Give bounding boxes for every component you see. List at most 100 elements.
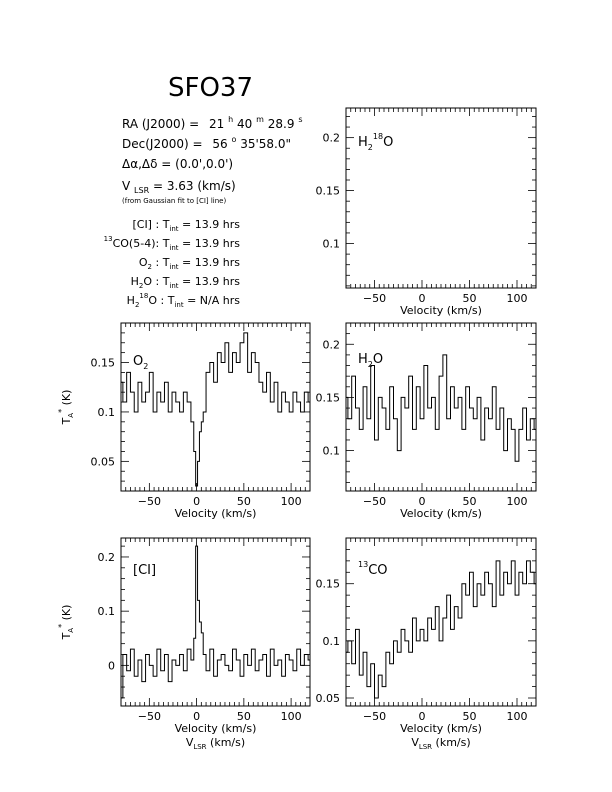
tint-row: [CI] : Tint = 13.9 hrs xyxy=(132,218,240,233)
tint-separator: : xyxy=(155,237,162,250)
ra-minutes-unit: m xyxy=(256,115,264,124)
tint-species-sub: 2 xyxy=(148,263,152,271)
panel-h2-18o: −50 0 50 100 0.1 0.15 0.2 Velocity (km/s) H218O xyxy=(316,107,537,317)
tint-row: O2 : Tint = 13.9 hrs xyxy=(139,256,240,271)
y-tick-label: 0.1 xyxy=(323,445,341,458)
tint-species-sub: 2 xyxy=(135,301,139,309)
tint-t: T xyxy=(162,218,170,231)
tint-t-sub: int xyxy=(169,225,178,233)
panel-ci: −50 0 50 100 0 0.1 0.2 Velocity (km/s)VLSR (km/… xyxy=(57,537,311,751)
dec-rest: 35'58.0" xyxy=(240,137,291,151)
x-tick-label: −50 xyxy=(363,292,386,305)
y-tick-label: 0.15 xyxy=(316,578,341,591)
tint-species-name: H xyxy=(131,275,139,288)
spectrum-line-ci xyxy=(121,545,310,699)
species-label-sup: 18 xyxy=(373,132,383,141)
spectrum-line-13co xyxy=(346,560,536,699)
species-label: [CI] xyxy=(133,563,156,578)
tint-value: = 13.9 hrs xyxy=(179,275,241,288)
tint-species-prefix: H xyxy=(127,294,135,307)
x-tick-label: 50 xyxy=(463,495,477,508)
dec-label: Dec(J2000) = xyxy=(122,137,203,151)
species-label-main: O xyxy=(133,354,143,369)
ra-seconds: 28.9 xyxy=(268,117,295,131)
tint-value: = N/A hrs xyxy=(184,294,241,307)
vlsr-axis-unit: (km/s) xyxy=(207,736,246,749)
ra-label: RA (J2000) = xyxy=(122,117,199,131)
vlsr-axis-v: V xyxy=(411,736,419,749)
x-tick-label: 0 xyxy=(193,710,200,723)
vlsr-axis-label: VLSR (km/s) xyxy=(411,736,470,751)
x-tick-label: 0 xyxy=(193,495,200,508)
tint-t-sub: int xyxy=(169,263,178,271)
vlsr-line: V LSR = 3.63 (km/s) xyxy=(122,179,236,196)
x-axis-label: Velocity (km/s) xyxy=(400,304,482,317)
tint-separator: : xyxy=(152,218,163,231)
x-axis-label: Velocity (km/s) xyxy=(400,722,482,735)
y-tick-label: 0.1 xyxy=(98,406,116,419)
x-axis-label: Velocity (km/s) xyxy=(400,507,482,520)
vlsr-note: (from Gaussian fit to [CI] line) xyxy=(122,197,226,205)
tint-row: H2O : Tint = 13.9 hrs xyxy=(131,275,241,290)
x-axis-label: Velocity (km/s) xyxy=(175,507,257,520)
ra-seconds-unit: s xyxy=(298,115,302,124)
species-label-tail: O xyxy=(373,352,383,367)
vlsr-sub: LSR xyxy=(134,186,150,195)
tint-value: = 13.9 hrs xyxy=(179,256,241,269)
y-tick-label: 0.15 xyxy=(91,357,116,370)
tint-t: T xyxy=(162,256,170,269)
vlsr-axis-sub: LSR xyxy=(419,743,432,751)
tint-species-name: O xyxy=(148,294,157,307)
tint-value: = 13.9 hrs xyxy=(179,218,241,231)
x-tick-label: −50 xyxy=(138,710,161,723)
species-label-sub: 2 xyxy=(368,360,373,369)
x-tick-label: −50 xyxy=(138,495,161,508)
dec-degrees: 56 xyxy=(212,137,227,151)
species-label-tail: CO xyxy=(368,563,387,578)
tint-t-sub: int xyxy=(169,244,178,252)
species-label-main: H xyxy=(358,135,368,150)
vlsr-axis-unit: (km/s) xyxy=(432,736,471,749)
x-tick-label: 100 xyxy=(281,710,302,723)
vlsr-v: V xyxy=(122,179,131,193)
tint-species-sup: 18 xyxy=(139,292,148,300)
tint-separator: : xyxy=(157,294,168,307)
y-axis-sup: * xyxy=(57,624,66,628)
ra-hours: 21 xyxy=(209,117,224,131)
x-tick-label: 50 xyxy=(463,292,477,305)
dec-line: Dec(J2000) = 56 o 35'58.0" xyxy=(122,131,291,151)
tint-t: T xyxy=(162,275,170,288)
x-tick-label: 0 xyxy=(419,495,426,508)
species-label-sub: 2 xyxy=(368,143,373,152)
vlsr-value: = 3.63 (km/s) xyxy=(153,179,236,193)
y-axis-label: TA* (K) xyxy=(57,605,75,641)
tint-species-name: [CI] xyxy=(132,218,152,231)
y-tick-label: 0.2 xyxy=(98,551,116,564)
y-axis-unit: (K) xyxy=(60,605,73,624)
species-label: H2O xyxy=(358,352,383,369)
y-tick-label: 0 xyxy=(108,659,115,672)
vlsr-axis-v: V xyxy=(186,736,194,749)
x-tick-label: −50 xyxy=(363,495,386,508)
ra-line: RA (J2000) = 21 h 40 m 28.9 s xyxy=(122,111,302,131)
y-axis-t: T xyxy=(60,632,73,640)
species-label: H218O xyxy=(358,132,393,152)
tint-t-sub: int xyxy=(169,282,178,290)
x-axis-label: Velocity (km/s) xyxy=(175,722,257,735)
spectrum-line-h2o xyxy=(346,354,536,462)
y-axis-unit: (K) xyxy=(60,390,73,409)
species-label: O2 xyxy=(133,354,148,371)
x-tick-label: 0 xyxy=(419,710,426,723)
tint-species-sup: 13 xyxy=(104,235,113,243)
species-label-main: H xyxy=(358,352,368,367)
spectrum-line-o2 xyxy=(121,332,310,487)
y-tick-label: 0.1 xyxy=(323,635,341,648)
x-tick-label: 50 xyxy=(237,495,251,508)
y-tick-label: 0.15 xyxy=(316,391,341,404)
tint-species-name: CO(5-4) xyxy=(113,237,156,250)
species-label-main: [CI] xyxy=(133,563,156,578)
tint-t: T xyxy=(162,237,170,250)
panel-h2o: −50 0 50 100 0.1 0.15 0.2 Velocity (km/s) H2O xyxy=(316,322,537,520)
